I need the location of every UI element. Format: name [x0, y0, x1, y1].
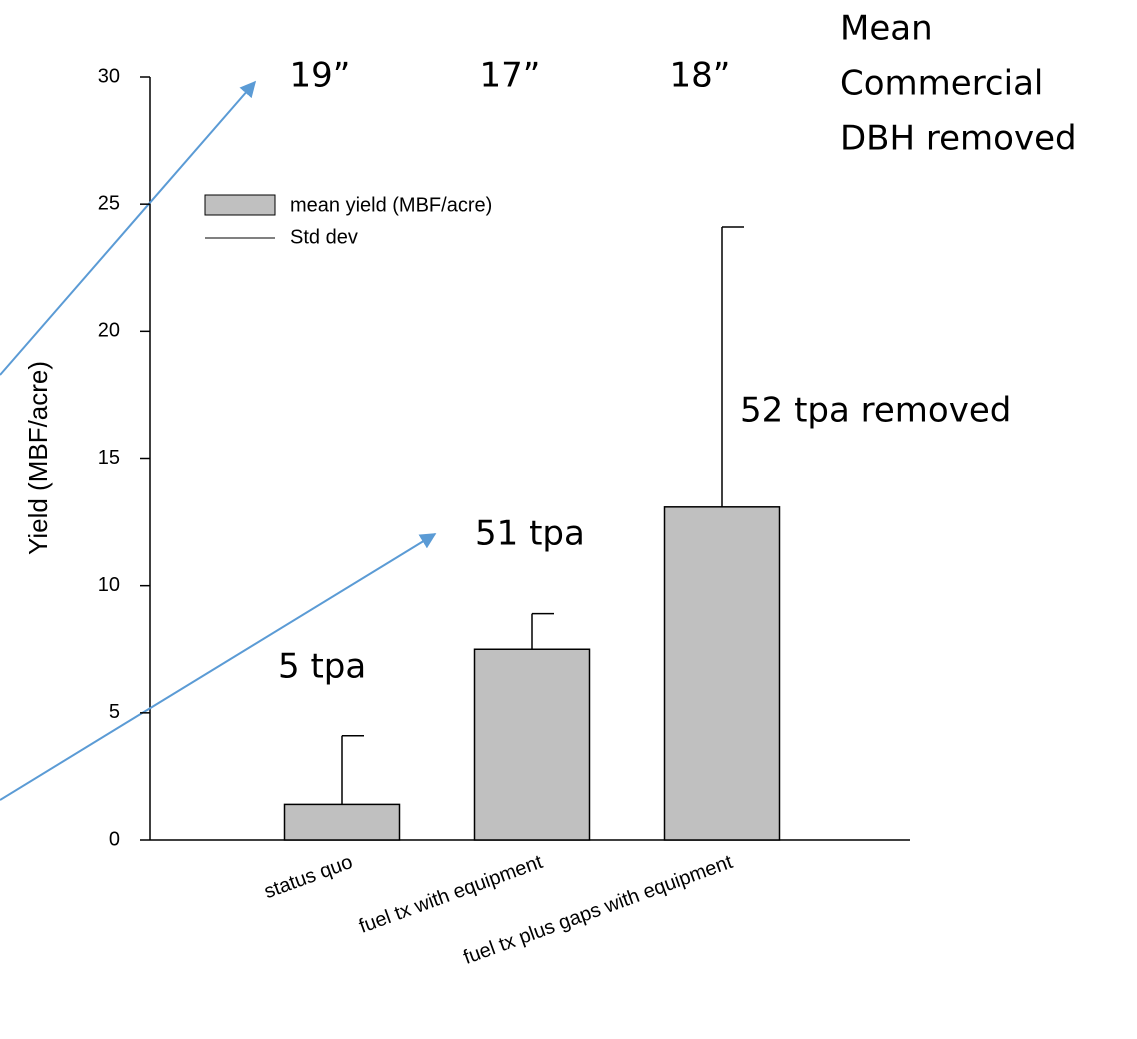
- y-tick-label: 20: [98, 320, 120, 342]
- annotation: 52 tpa removed: [740, 391, 1011, 431]
- arrow: [0, 80, 257, 376]
- annotation: DBH removed: [840, 119, 1077, 159]
- annotation: 51 tpa: [475, 514, 585, 554]
- legend-swatch: [204, 194, 276, 216]
- annotation: 18”: [670, 56, 731, 96]
- bar: [283, 803, 401, 841]
- arrow: [0, 533, 437, 801]
- annotation: Mean: [840, 9, 933, 49]
- legend-label: mean yield (MBF/acre): [290, 194, 492, 216]
- y-tick-label: 10: [98, 574, 120, 596]
- y-tick-label: 15: [98, 447, 120, 469]
- y-tick-label: 5: [109, 701, 120, 723]
- annotation: Commercial: [840, 64, 1043, 104]
- annotation: 19”: [290, 56, 351, 96]
- annotation: 5 tpa: [278, 647, 366, 687]
- annotation: 17”: [480, 56, 541, 96]
- y-tick-label: 30: [98, 65, 120, 87]
- y-axis-label: Yield (MBF/acre): [23, 361, 53, 555]
- bar: [473, 648, 591, 841]
- x-tick-label: status quo: [261, 851, 355, 903]
- legend-label: Std dev: [290, 226, 358, 248]
- y-tick-label: 25: [98, 192, 120, 214]
- bar: [663, 506, 781, 841]
- x-tick-label: fuel tx with equipment: [356, 851, 546, 938]
- y-tick-label: 0: [109, 828, 120, 850]
